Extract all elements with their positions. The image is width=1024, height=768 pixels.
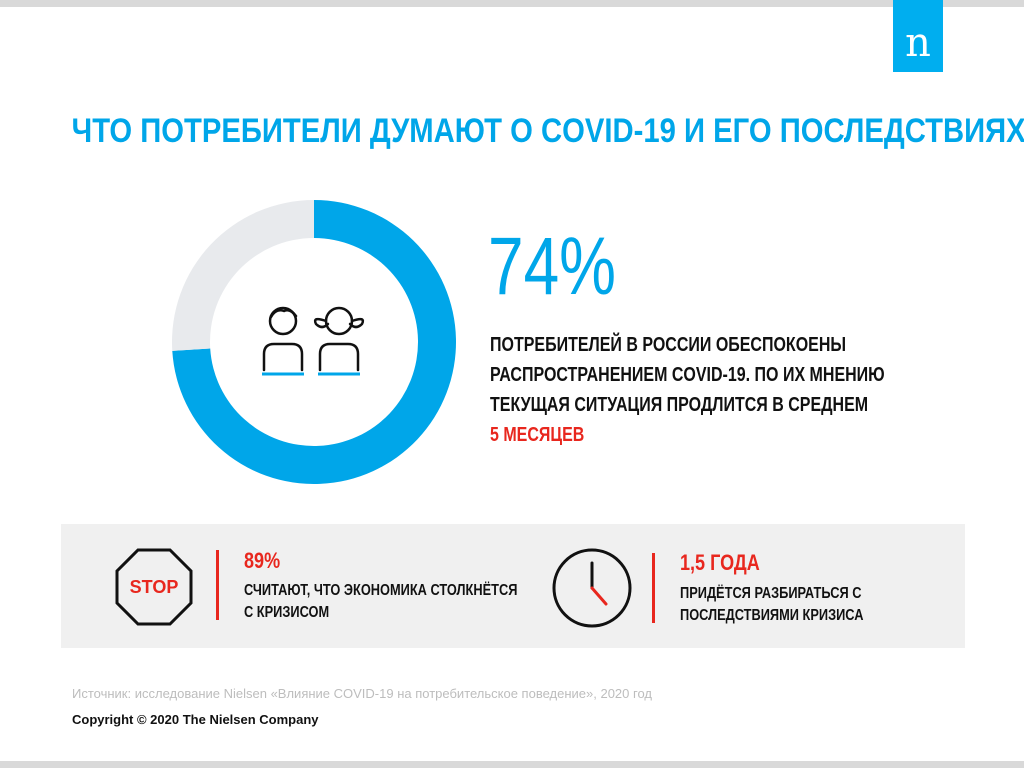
stat-value: 89% xyxy=(244,548,281,573)
stat-divider xyxy=(216,550,219,620)
main-stat-description: ПОТРЕБИТЕЛЕЙ В РОССИИ ОБЕСПОКОЕНЫ РАСПРО… xyxy=(490,330,906,450)
copyright: Copyright © 2020 The Nielsen Company xyxy=(72,712,319,727)
stat-line: С КРИЗИСОМ xyxy=(244,604,330,621)
stat-divider xyxy=(652,553,655,623)
stop-sign-icon: STOP xyxy=(115,548,193,626)
stat-line: ПОСЛЕДСТВИЯМИ КРИЗИСА xyxy=(680,607,864,624)
description-line: ПОТРЕБИТЕЛЕЙ В РОССИИ ОБЕСПОКОЕНЫ xyxy=(490,334,847,356)
nielsen-logo: n xyxy=(893,0,943,72)
stop-sign-text: STOP xyxy=(130,577,179,597)
stat-value: 1,5 ГОДА xyxy=(680,550,760,575)
stat-line: ПРИДЁТСЯ РАЗБИРАТЬСЯ С xyxy=(680,585,862,602)
stats-panel xyxy=(61,524,965,648)
description-line: РАСПРОСТРАНЕНИЕМ COVID-19. ПО ИХ МНЕНИЮ xyxy=(490,364,885,386)
stat-description: ПРИДЁТСЯ РАЗБИРАТЬСЯ С ПОСЛЕДСТВИЯМИ КРИ… xyxy=(680,583,863,627)
description-highlight: 5 МЕСЯЦЕВ xyxy=(490,424,585,446)
description-line: ТЕКУЩАЯ СИТУАЦИЯ ПРОДЛИТСЯ В СРЕДНЕМ xyxy=(490,394,869,416)
main-stat-value: 74% xyxy=(488,221,617,312)
page-title: ЧТО ПОТРЕБИТЕЛИ ДУМАЮТ О COVID-19 И ЕГО … xyxy=(71,112,1024,150)
donut-slice-rest xyxy=(172,200,314,351)
stat-line: СЧИТАЮТ, ЧТО ЭКОНОМИКА СТОЛКНЁТСЯ xyxy=(244,582,518,599)
source-note: Источник: исследование Nielsen «Влияние … xyxy=(72,686,652,701)
bottom-border xyxy=(0,761,1024,768)
logo-letter: n xyxy=(905,20,931,66)
people-icon xyxy=(262,306,365,372)
stat-description: СЧИТАЮТ, ЧТО ЭКОНОМИКА СТОЛКНЁТСЯ С КРИЗ… xyxy=(244,580,517,624)
clock-icon xyxy=(552,548,632,628)
donut-chart xyxy=(172,200,456,484)
top-border xyxy=(0,0,1024,7)
